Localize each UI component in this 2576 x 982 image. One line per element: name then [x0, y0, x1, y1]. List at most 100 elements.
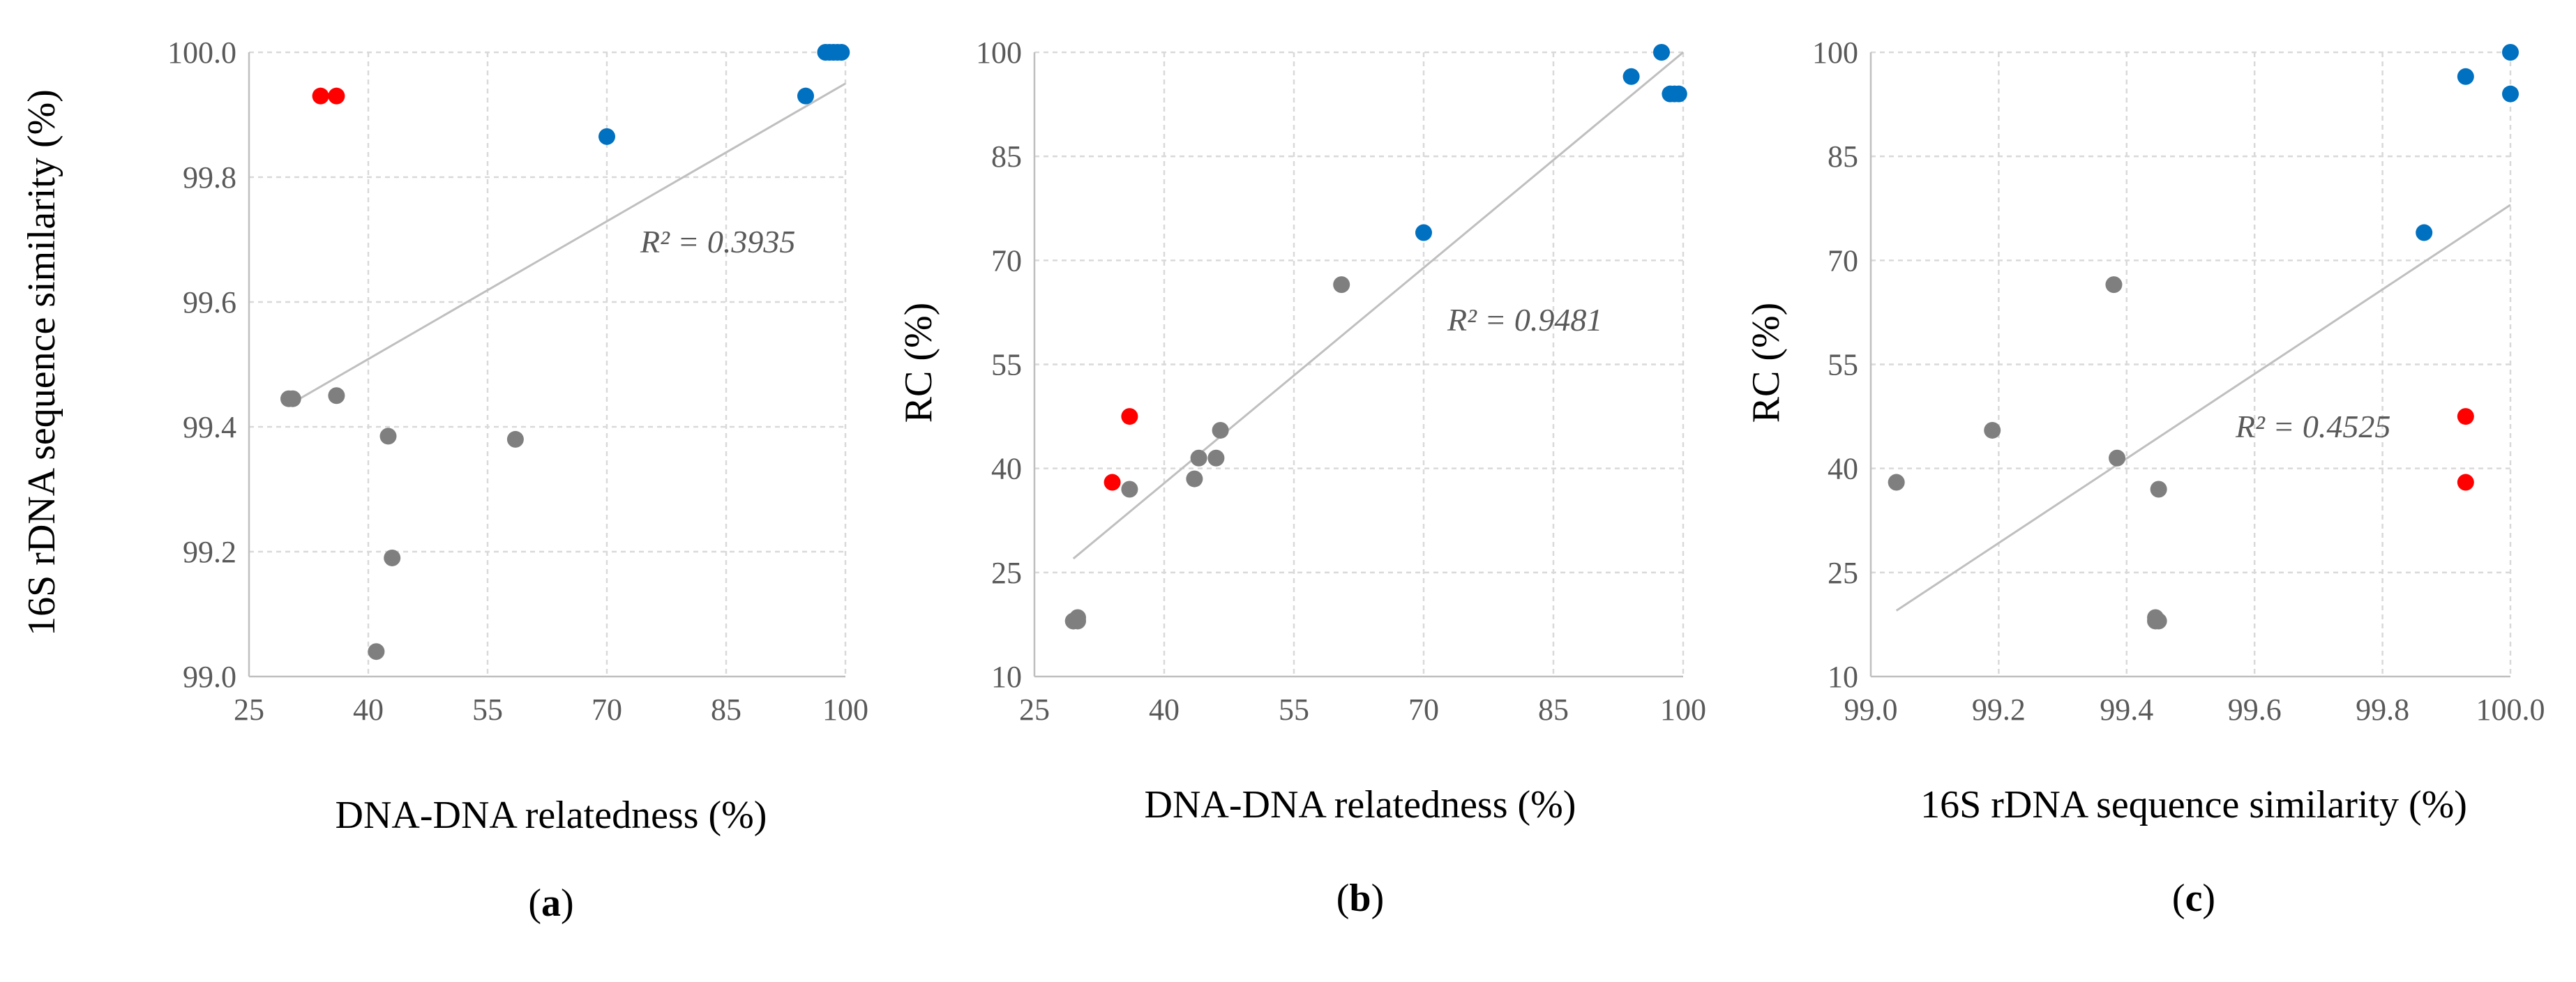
panel-a-point-gray	[384, 549, 401, 566]
panel-a-label-letter: a	[541, 882, 561, 925]
panel-c-point-red	[2457, 408, 2474, 425]
panel-b-x-tick: 70	[1408, 693, 1439, 727]
panel-a-trendline	[288, 82, 846, 406]
panel-a-point-gray	[506, 430, 524, 448]
panel-a-point-gray	[284, 390, 301, 407]
panel-a-point-blue	[797, 87, 814, 105]
panel-c-trendline-group	[1895, 204, 2511, 612]
panel-a-y-axis-title: 16S rDNA sequence similarity (%)	[20, 89, 63, 636]
panel-b-point-gray	[1207, 449, 1225, 467]
panel-b-label: (b)	[1336, 877, 1384, 920]
panel-b-point-blue	[1653, 44, 1670, 61]
panel-b-point-gray	[1333, 276, 1350, 294]
panel-a-trendline-group	[288, 82, 846, 406]
panel-a-point-gray	[328, 387, 345, 405]
panel-c-y-tick: 40	[1828, 452, 1858, 486]
panel-b-x-tick: 40	[1149, 693, 1180, 727]
panel-a-point-red	[328, 87, 345, 105]
panel-b-x-tick: 25	[1019, 693, 1050, 727]
panel-c: 99.0 99.2 99.4 99.6 99.8 100.0 10254055708510…	[1745, 36, 2545, 920]
panel-b-point-gray	[1190, 449, 1207, 467]
panel-b-x-tick-labels: 25 40 55 70 85 100	[1019, 693, 1706, 727]
panel-c-x-tick: 99.8	[2356, 693, 2409, 727]
panel-c-trendline	[1895, 204, 2511, 612]
panel-b-y-tick: 10	[991, 660, 1022, 694]
panel-c-point-blue	[2457, 68, 2474, 85]
panel-c-x-tick: 100.0	[2476, 693, 2545, 727]
panel-b-point-blue	[1622, 68, 1640, 85]
panel-c-label: (c)	[2172, 877, 2215, 920]
panel-c-x-tick: 99.0	[1844, 693, 1898, 727]
panel-c-y-tick: 70	[1828, 243, 1858, 278]
panel-a-x-tick: 70	[592, 693, 622, 727]
panel-c-x-tick-labels: 99.0 99.2 99.4 99.6 99.8 100.0	[1844, 693, 2545, 727]
panel-a-label: (a)	[528, 882, 573, 925]
panel-c-point-gray	[2105, 276, 2123, 294]
panel-c-y-tick: 85	[1828, 139, 1858, 174]
panel-b-y-tick: 40	[991, 452, 1022, 486]
panel-a-gridlines	[248, 51, 847, 678]
panel-a-x-tick: 25	[234, 693, 264, 727]
panel-b-x-tick: 85	[1538, 693, 1569, 727]
panel-b-point-blue	[1670, 85, 1687, 103]
panel-b-y-axis-title: RC (%)	[897, 303, 940, 423]
panel-b-point-gray	[1069, 612, 1086, 630]
panel-b-point-red	[1121, 408, 1138, 425]
panel-b-label-letter: b	[1349, 877, 1371, 920]
panel-c-point-gray	[2109, 449, 2126, 467]
panel-b-r-squared: R² = 0.9481	[1447, 302, 1602, 338]
panel-b-label-close: )	[1371, 877, 1385, 920]
panel-a-point-blue	[598, 128, 615, 145]
panel-c-y-tick: 10	[1828, 660, 1858, 694]
panel-c-point-blue	[2416, 224, 2433, 241]
panel-b-x-tick: 100	[1660, 693, 1706, 727]
panel-a-y-tick: 99.0	[183, 660, 236, 694]
panel-c-y-tick: 25	[1828, 556, 1858, 590]
panel-c-gridlines	[1869, 51, 2512, 678]
panel-c-y-tick: 100	[1812, 36, 1858, 70]
panel-c-x-axis-title: 16S rDNA sequence similarity (%)	[1920, 783, 2467, 826]
panel-a-data-points	[280, 44, 850, 660]
panel-a-x-tick: 85	[711, 693, 741, 727]
panel-a-x-tick: 100	[822, 693, 868, 727]
panel-b-y-tick: 85	[991, 139, 1022, 174]
panel-a-y-tick: 99.2	[183, 535, 236, 569]
panel-a-y-tick: 100.0	[167, 36, 236, 70]
panel-c-y-tick: 55	[1828, 348, 1858, 382]
panel-a-point-red	[312, 87, 329, 105]
panel-a-x-axis-title: DNA-DNA relatedness (%)	[336, 794, 767, 837]
panel-b-point-gray	[1212, 421, 1229, 439]
panel-c-point-gray	[1888, 474, 1905, 491]
panel-c-x-tick: 99.2	[1972, 693, 2026, 727]
panel-c-point-blue	[2502, 85, 2519, 103]
panel-b-trendline-group	[1072, 51, 1684, 560]
panel-a: 25 40 55 70 85 100 99.099.299.499.699.8100.0 …	[20, 36, 868, 925]
panel-c-y-tick-labels: 10 25 40 55 70 85 100	[1812, 36, 1858, 694]
panel-c-point-red	[2457, 474, 2474, 491]
panel-b-y-tick: 70	[991, 243, 1022, 278]
panel-c-point-blue	[2502, 44, 2519, 61]
panel-b-y-tick: 55	[991, 348, 1022, 382]
panel-a-point-gray	[379, 428, 397, 445]
panel-c-y-axis-title: RC (%)	[1745, 303, 1788, 423]
panel-a-y-tick: 99.4	[183, 410, 236, 444]
panel-a-x-tick: 40	[353, 693, 384, 727]
panel-a-x-tick-labels: 25 40 55 70 85 100	[234, 693, 868, 727]
panel-b-data-points	[1064, 44, 1687, 630]
panel-c-label-letter: c	[2185, 877, 2203, 920]
panel-c-point-gray	[2150, 481, 2167, 498]
panel-c-label-close: )	[2202, 877, 2215, 920]
panel-b-point-red	[1104, 474, 1121, 491]
panel-a-label-close: )	[561, 882, 574, 925]
panel-c-point-gray	[2147, 609, 2164, 626]
panel-b-gridlines	[1033, 51, 1685, 678]
panel-a-label-open: (	[528, 882, 541, 925]
panel-b-point-gray	[1186, 470, 1203, 488]
panel-c-label-open: (	[2172, 877, 2185, 920]
panel-b-point-blue	[1415, 224, 1432, 241]
panel-b-label-open: (	[1336, 877, 1350, 920]
panel-b-x-tick: 55	[1279, 693, 1309, 727]
panel-a-y-tick: 99.8	[183, 160, 236, 195]
